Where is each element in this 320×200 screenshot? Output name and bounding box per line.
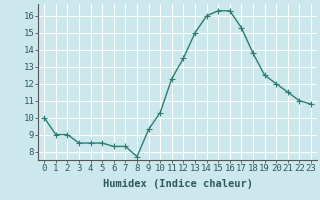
X-axis label: Humidex (Indice chaleur): Humidex (Indice chaleur) [103, 179, 252, 189]
